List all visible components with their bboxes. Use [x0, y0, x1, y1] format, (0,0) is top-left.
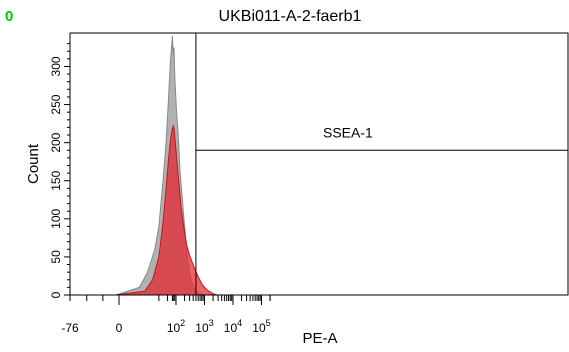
y-tick-label: 50	[49, 250, 63, 264]
y-tick-label: 0	[49, 291, 63, 298]
gate-label: SSEA-1	[323, 124, 373, 140]
x-axis: -76 0 102 103 104 105	[61, 295, 271, 335]
x-tick-label: 103	[195, 318, 213, 335]
plot-frame	[69, 32, 569, 296]
x-tick-label: 104	[224, 318, 242, 335]
y-tick-label: 200	[49, 132, 63, 152]
x-tick-label: 0	[116, 321, 123, 335]
y-tick-label: 100	[49, 208, 63, 228]
y-axis-label: Count	[25, 143, 42, 184]
x-tick-label: -76	[61, 321, 79, 335]
y-axis: 0 50 100 150 200 250 300	[49, 43, 70, 298]
histogram-series-1	[115, 123, 219, 296]
gate-layer: SSEA-1	[195, 33, 568, 295]
x-axis-label: PE-A	[302, 330, 337, 347]
series-layer	[115, 35, 219, 296]
x-tick-label: 105	[252, 318, 270, 335]
plot-area: SSEA-1	[69, 32, 569, 296]
x-tick-label: 102	[167, 318, 185, 335]
chart-title: UKBi011-A-2-faerb1	[219, 8, 362, 25]
panel-tag: 0	[5, 8, 13, 25]
y-tick-label: 250	[49, 94, 63, 114]
y-tick-label: 300	[49, 56, 63, 76]
y-tick-label: 150	[49, 170, 63, 190]
